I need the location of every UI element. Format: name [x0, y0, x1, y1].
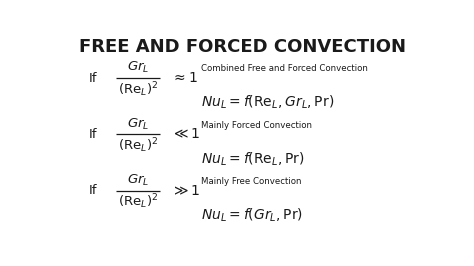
Text: If: If	[89, 72, 97, 85]
Text: $\gg 1$: $\gg 1$	[171, 184, 201, 198]
Text: FREE AND FORCED CONVECTION: FREE AND FORCED CONVECTION	[80, 38, 406, 56]
Text: Mainly Forced Convection: Mainly Forced Convection	[201, 120, 312, 130]
Text: $Gr_L$: $Gr_L$	[127, 60, 149, 75]
Text: $Gr_L$: $Gr_L$	[127, 173, 149, 188]
Text: $(\mathrm{Re}_L)^2$: $(\mathrm{Re}_L)^2$	[118, 193, 158, 211]
Text: $(\mathrm{Re}_L)^2$: $(\mathrm{Re}_L)^2$	[118, 80, 158, 99]
Text: Mainly Free Convection: Mainly Free Convection	[201, 177, 301, 186]
Text: If: If	[89, 184, 97, 197]
Text: $Nu_L = f(\mathrm{Re}_L, Gr_L, \mathrm{Pr})$: $Nu_L = f(\mathrm{Re}_L, Gr_L, \mathrm{P…	[201, 94, 334, 111]
Text: If: If	[89, 128, 97, 141]
Text: $Gr_L$: $Gr_L$	[127, 117, 149, 132]
Text: $Nu_L = f(Gr_L, \mathrm{Pr})$: $Nu_L = f(Gr_L, \mathrm{Pr})$	[201, 206, 302, 224]
Text: $\ll 1$: $\ll 1$	[171, 127, 201, 141]
Text: Combined Free and Forced Convection: Combined Free and Forced Convection	[201, 64, 367, 73]
Text: $(\mathrm{Re}_L)^2$: $(\mathrm{Re}_L)^2$	[118, 136, 158, 155]
Text: $Nu_L = f(\mathrm{Re}_L, \mathrm{Pr})$: $Nu_L = f(\mathrm{Re}_L, \mathrm{Pr})$	[201, 150, 304, 168]
Text: $\approx 1$: $\approx 1$	[171, 71, 198, 85]
